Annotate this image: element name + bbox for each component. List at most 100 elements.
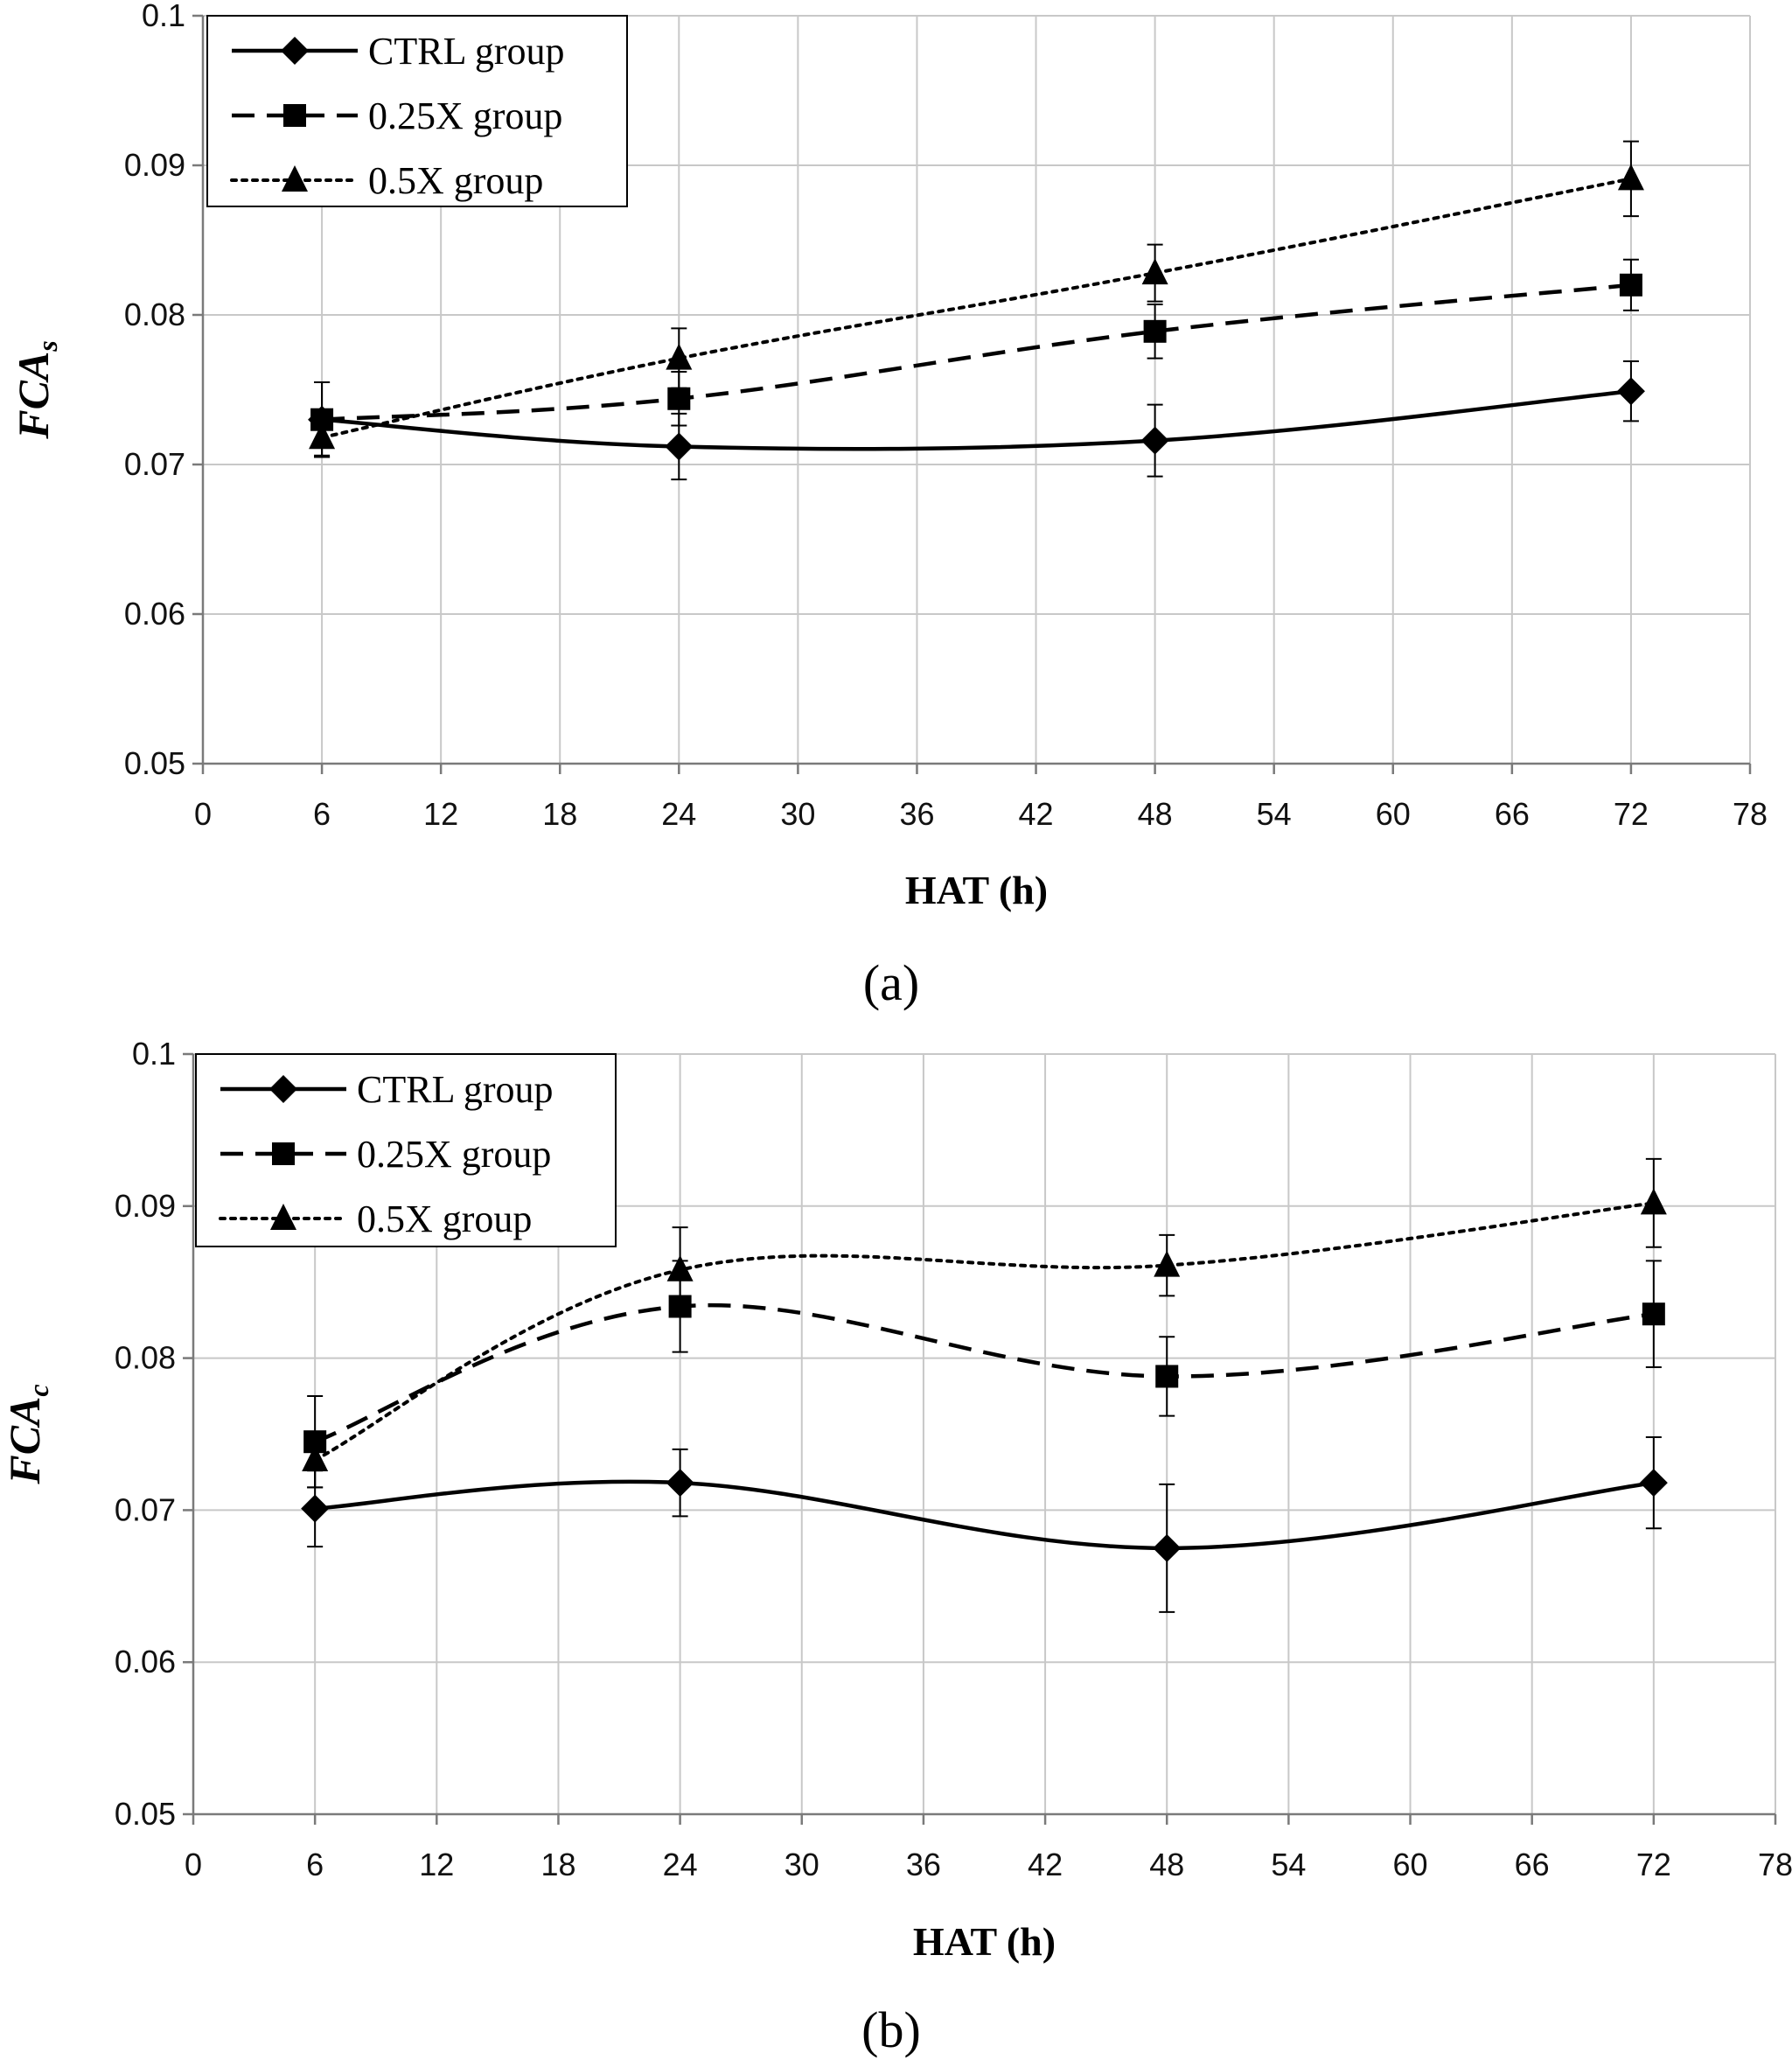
y-tick-label: 0.08	[115, 1340, 176, 1376]
x-tick-label: 24	[661, 796, 696, 832]
data-point	[1141, 258, 1168, 285]
y-tick-label: 0.09	[115, 1188, 176, 1224]
x-tick-label: 54	[1257, 796, 1292, 832]
legend: CTRL group 0.25X group 0.5X group	[206, 15, 628, 207]
data-point	[1640, 1188, 1667, 1215]
data-point	[1140, 426, 1169, 455]
series-square	[303, 1260, 1665, 1489]
x-axis-label: HAT (h)	[913, 1919, 1056, 1964]
x-tick-label: 0	[185, 1847, 202, 1882]
y-axis-label-subscript: c	[23, 1384, 54, 1396]
y-tick-label: 0.05	[124, 745, 185, 781]
x-axis-label: HAT (h)	[905, 868, 1048, 912]
y-tick-label: 0.08	[124, 297, 185, 332]
data-point	[666, 1469, 694, 1498]
series-line	[314, 1302, 1655, 1444]
series-line	[313, 1201, 1656, 1463]
x-tick-label: 66	[1515, 1847, 1550, 1882]
x-tick-label: 24	[663, 1847, 698, 1882]
y-tick-label: 0.07	[115, 1491, 176, 1527]
data-point	[666, 1254, 694, 1281]
legend-item: CTRL group	[232, 30, 564, 73]
legend: CTRL group 0.25X group 0.5X group	[195, 1053, 617, 1247]
legend-label: 0.5X group	[368, 159, 543, 202]
legend-item: CTRL group	[220, 1068, 553, 1111]
x-tick-label: 54	[1271, 1847, 1306, 1882]
legend-marker	[282, 165, 308, 192]
y-tick-label: 0.09	[124, 147, 185, 183]
x-tick-label: 36	[906, 1847, 941, 1882]
data-point	[1642, 1302, 1665, 1326]
legend-marker	[272, 1142, 295, 1165]
legend-marker	[269, 1075, 297, 1103]
panel-a-chart: 0.05 0.06 0.07 0.08 0.09 0.1 0 6 12 18 24 30 36 42 48 5…	[9, 0, 1768, 912]
x-tick-label: 78	[1733, 796, 1768, 832]
x-tick-label: 72	[1614, 796, 1649, 832]
data-point	[301, 1494, 330, 1523]
legend-item: 0.25X group	[232, 94, 562, 137]
data-point	[1616, 377, 1645, 406]
y-axis-label-main: FCA	[9, 352, 58, 440]
series-diamond	[301, 1435, 1668, 1613]
y-tick-label: 0.05	[115, 1796, 176, 1832]
data-point	[666, 343, 693, 370]
legend-label: 0.5X group	[357, 1198, 532, 1240]
x-tick-label: 42	[1028, 1847, 1063, 1882]
x-tick-label: 30	[780, 796, 815, 832]
series-line	[321, 388, 1632, 451]
legend-box	[195, 1053, 617, 1247]
data-point	[1619, 273, 1642, 297]
legend-label: CTRL group	[357, 1068, 553, 1111]
x-tick-label: 6	[306, 1847, 324, 1882]
y-tick-label: 0.06	[115, 1644, 176, 1679]
legend-item: 0.25X group	[220, 1133, 551, 1176]
y-tick-label: 0.07	[124, 446, 185, 482]
x-tick-label: 18	[542, 796, 577, 832]
series-triangle	[302, 1157, 1667, 1489]
y-tick-label: 0.1	[132, 1036, 176, 1072]
x-tick-label: 42	[1019, 796, 1054, 832]
legend-marker	[281, 37, 309, 65]
x-tick-label: 48	[1138, 796, 1173, 832]
data-point	[665, 432, 694, 461]
x-tick-label: 12	[423, 796, 458, 832]
data-point	[309, 422, 336, 450]
x-tick-label: 48	[1149, 1847, 1184, 1882]
grid	[192, 1053, 1776, 1815]
x-tick-label: 6	[313, 796, 331, 832]
x-tick-label: 12	[419, 1847, 454, 1882]
y-tick-label: 0.1	[142, 0, 185, 33]
y-axis-label: FCAc	[0, 1384, 54, 1484]
x-tick-label: 0	[194, 796, 212, 832]
x-tick-label: 66	[1495, 796, 1530, 832]
data-point	[1155, 1365, 1179, 1388]
data-point	[302, 1445, 329, 1472]
data-point	[667, 387, 691, 410]
y-axis-label-subscript: s	[31, 340, 63, 352]
series-line	[321, 283, 1632, 422]
series-triangle	[309, 140, 1644, 457]
legend-box	[206, 15, 628, 207]
legend-marker	[283, 104, 306, 127]
data-point	[1153, 1533, 1182, 1562]
panel-label-a: (a)	[863, 954, 919, 1011]
x-tick-label: 60	[1393, 1847, 1428, 1882]
y-axis-label-main: FCA	[0, 1397, 49, 1485]
legend-item: 0.5X group	[230, 159, 543, 202]
panel-label-b: (b)	[861, 2001, 921, 2058]
legend-label: CTRL group	[368, 30, 564, 73]
data-point	[1154, 1250, 1181, 1277]
y-axis-label: FCAs	[9, 340, 63, 440]
data-point	[1639, 1469, 1668, 1498]
panel-b-chart: 0.05 0.06 0.07 0.08 0.09 0.1 0 6 12 18 24 30 36 42 48 5…	[0, 1036, 1792, 1964]
series-line	[320, 177, 1633, 440]
x-tick-label: 72	[1636, 1847, 1671, 1882]
legend-marker	[270, 1204, 296, 1230]
legend-label: 0.25X group	[368, 94, 562, 137]
legend-item: 0.5X group	[219, 1198, 532, 1240]
x-tick-label: 18	[540, 1847, 575, 1882]
data-point	[1617, 164, 1644, 191]
x-tick-label: 36	[899, 796, 934, 832]
y-tick-label: 0.06	[124, 596, 185, 632]
